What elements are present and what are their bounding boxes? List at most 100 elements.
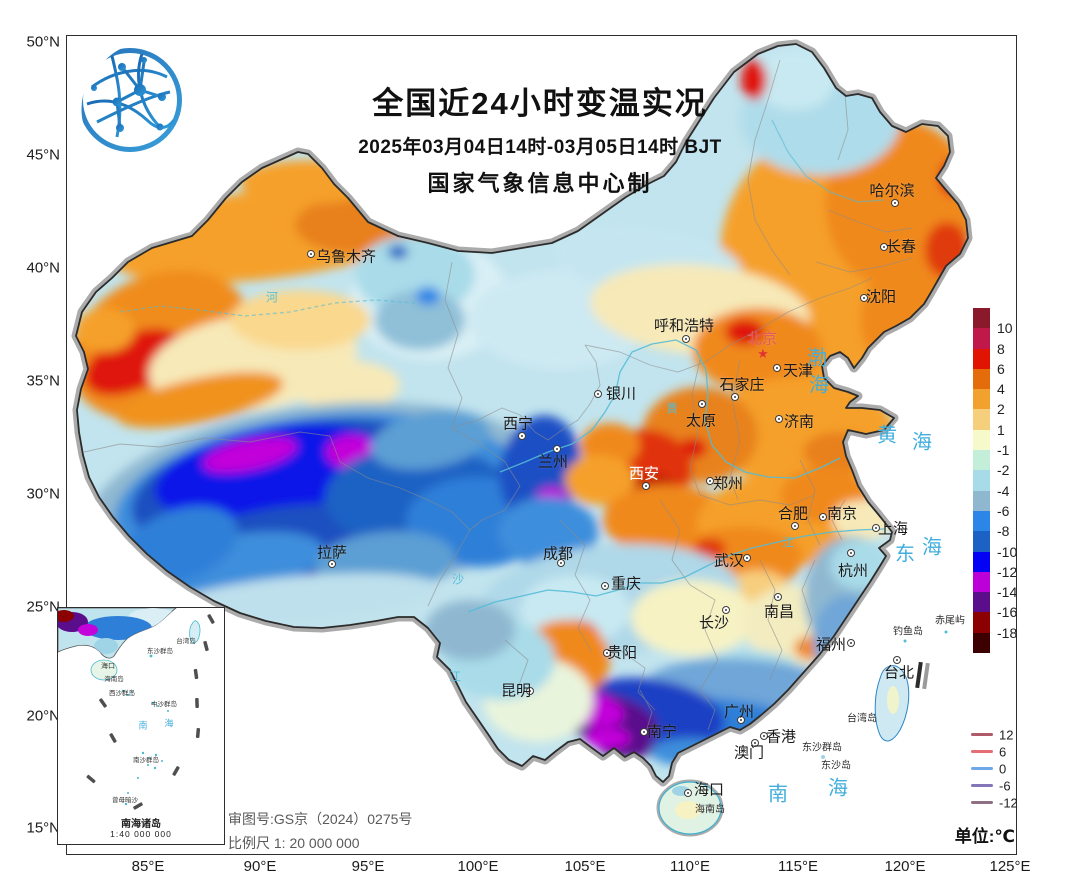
- colorbar-band: [973, 490, 990, 512]
- lon-label: 105°E: [564, 858, 606, 875]
- city-marker: [526, 687, 534, 695]
- city-marker: [737, 716, 745, 724]
- map-title: 全国近24小时变温实况: [372, 86, 708, 121]
- colorbar-band: [973, 450, 990, 471]
- city-label: 长沙: [698, 614, 730, 632]
- legend-line-swatch: [971, 767, 993, 770]
- island-name-label: 台湾岛: [847, 713, 877, 725]
- city-label: 台北: [883, 664, 915, 682]
- legend-line-swatch: [971, 784, 993, 787]
- nmic-globe-logo: [75, 45, 182, 152]
- city-label: 上海: [877, 520, 909, 538]
- city-label: 太原: [685, 412, 717, 430]
- city-label: 呼和浩特: [653, 317, 715, 335]
- colorbar-band: [973, 470, 990, 492]
- lat-label: 25°N: [26, 598, 60, 616]
- river-name-label: 黄: [665, 401, 679, 416]
- city-label: 合肥: [777, 505, 809, 523]
- map-scale: 比例尺 1: 20 000 000: [228, 835, 360, 851]
- colorbar-tick: -10: [997, 543, 1018, 560]
- river-name-label: 江: [448, 669, 462, 684]
- legend-line-label: -12: [999, 795, 1018, 811]
- unit-label: 单位:℃: [954, 827, 1015, 846]
- lon-label: 115°E: [778, 858, 818, 875]
- colorbar-band: [973, 328, 990, 350]
- lat-label: 50°N: [26, 33, 60, 51]
- city-marker: [601, 582, 609, 590]
- map-maker: 国家气象信息中心制: [427, 171, 653, 196]
- city-marker: [751, 739, 759, 747]
- city-marker: [891, 199, 899, 207]
- map-date-range: 2025年03月04日14时-03月05日14时 BJT: [358, 137, 722, 158]
- colorbar-band: [973, 632, 990, 654]
- city-marker: [642, 482, 650, 490]
- colorbar-tick: 6: [997, 360, 1005, 377]
- city-marker: [518, 432, 526, 440]
- city-label: 香港: [765, 728, 797, 746]
- colorbar-band: [973, 551, 990, 573]
- city-marker: [872, 524, 880, 532]
- city-marker: [722, 606, 730, 614]
- city-label: 乌鲁木齐: [315, 248, 377, 266]
- river-name-label: 江: [781, 535, 795, 550]
- lon-label: 90°E: [243, 858, 277, 875]
- city-marker: [847, 549, 855, 557]
- colorbar-band: [973, 368, 990, 390]
- colorbar-band: [973, 348, 990, 370]
- island-name-label: 赤尾屿: [935, 615, 965, 627]
- sea-name-label: 海: [828, 777, 848, 800]
- city-marker: [773, 364, 781, 372]
- city-label: 广州: [723, 703, 755, 721]
- sea-name-label: 南: [768, 783, 788, 806]
- colorbar-band: [973, 571, 990, 593]
- city-label: 西宁: [502, 415, 534, 433]
- city-label: 澳门: [733, 744, 765, 762]
- review-number: 审图号:GS京（2024）0275号: [228, 811, 413, 827]
- sea-name-label: 海: [922, 536, 942, 559]
- city-marker: [760, 732, 768, 740]
- city-marker: [791, 522, 799, 530]
- colorbar-tick: 1: [997, 421, 1005, 438]
- colorbar-band: [973, 592, 990, 613]
- colorbar-band: [973, 510, 990, 532]
- colorbar-band: [973, 308, 990, 329]
- city-marker: [682, 335, 690, 343]
- colorbar-band: [973, 409, 990, 431]
- inset-island-dots: [121, 654, 169, 806]
- colorbar-band: [973, 612, 990, 634]
- city-label: 南宁: [646, 723, 678, 741]
- city-label: 杭州: [837, 562, 869, 580]
- lon-label: 85°E: [131, 858, 165, 875]
- lon-label: 100°E: [457, 858, 499, 875]
- colorbar-tick: 4: [997, 381, 1005, 398]
- island-name-label: 东沙群岛: [802, 742, 842, 754]
- colorbar-band: [973, 389, 990, 410]
- city-label: 武汉: [713, 552, 745, 570]
- city-label: 重庆: [610, 575, 642, 593]
- inset-place-label: 海南岛: [104, 676, 124, 683]
- country-boundary: [75, 43, 969, 783]
- city-label: 西安: [628, 465, 660, 483]
- city-marker: [880, 243, 888, 251]
- colorbar-tick: -6: [997, 502, 1010, 519]
- city-label: 天津: [782, 362, 814, 380]
- colorbar-tick: -18: [997, 624, 1018, 641]
- legend-line-swatch: [971, 750, 993, 753]
- city-label: 福州: [815, 636, 847, 654]
- colorbar-tick: 8: [997, 340, 1005, 357]
- hainan-island: [656, 779, 724, 837]
- city-marker: [775, 415, 783, 423]
- city-label: 石家庄: [719, 376, 765, 394]
- province-boundaries: [83, 59, 913, 736]
- city-label: 南昌: [763, 603, 795, 621]
- sea-name-label: 海: [809, 374, 829, 397]
- south-china-sea-inset: 台湾岛 东沙群岛 海口 海南岛 西沙群岛 中沙群岛南 海南沙群岛 曾母暗沙 南海诸岛 1:40…: [57, 607, 225, 845]
- nine-dash-line: [86, 614, 215, 810]
- city-marker: [328, 560, 336, 568]
- city-label: 长春: [885, 238, 917, 256]
- city-marker: [731, 393, 739, 401]
- river-name-label: 沙: [451, 572, 465, 587]
- legend-line-label: 0: [999, 761, 1007, 777]
